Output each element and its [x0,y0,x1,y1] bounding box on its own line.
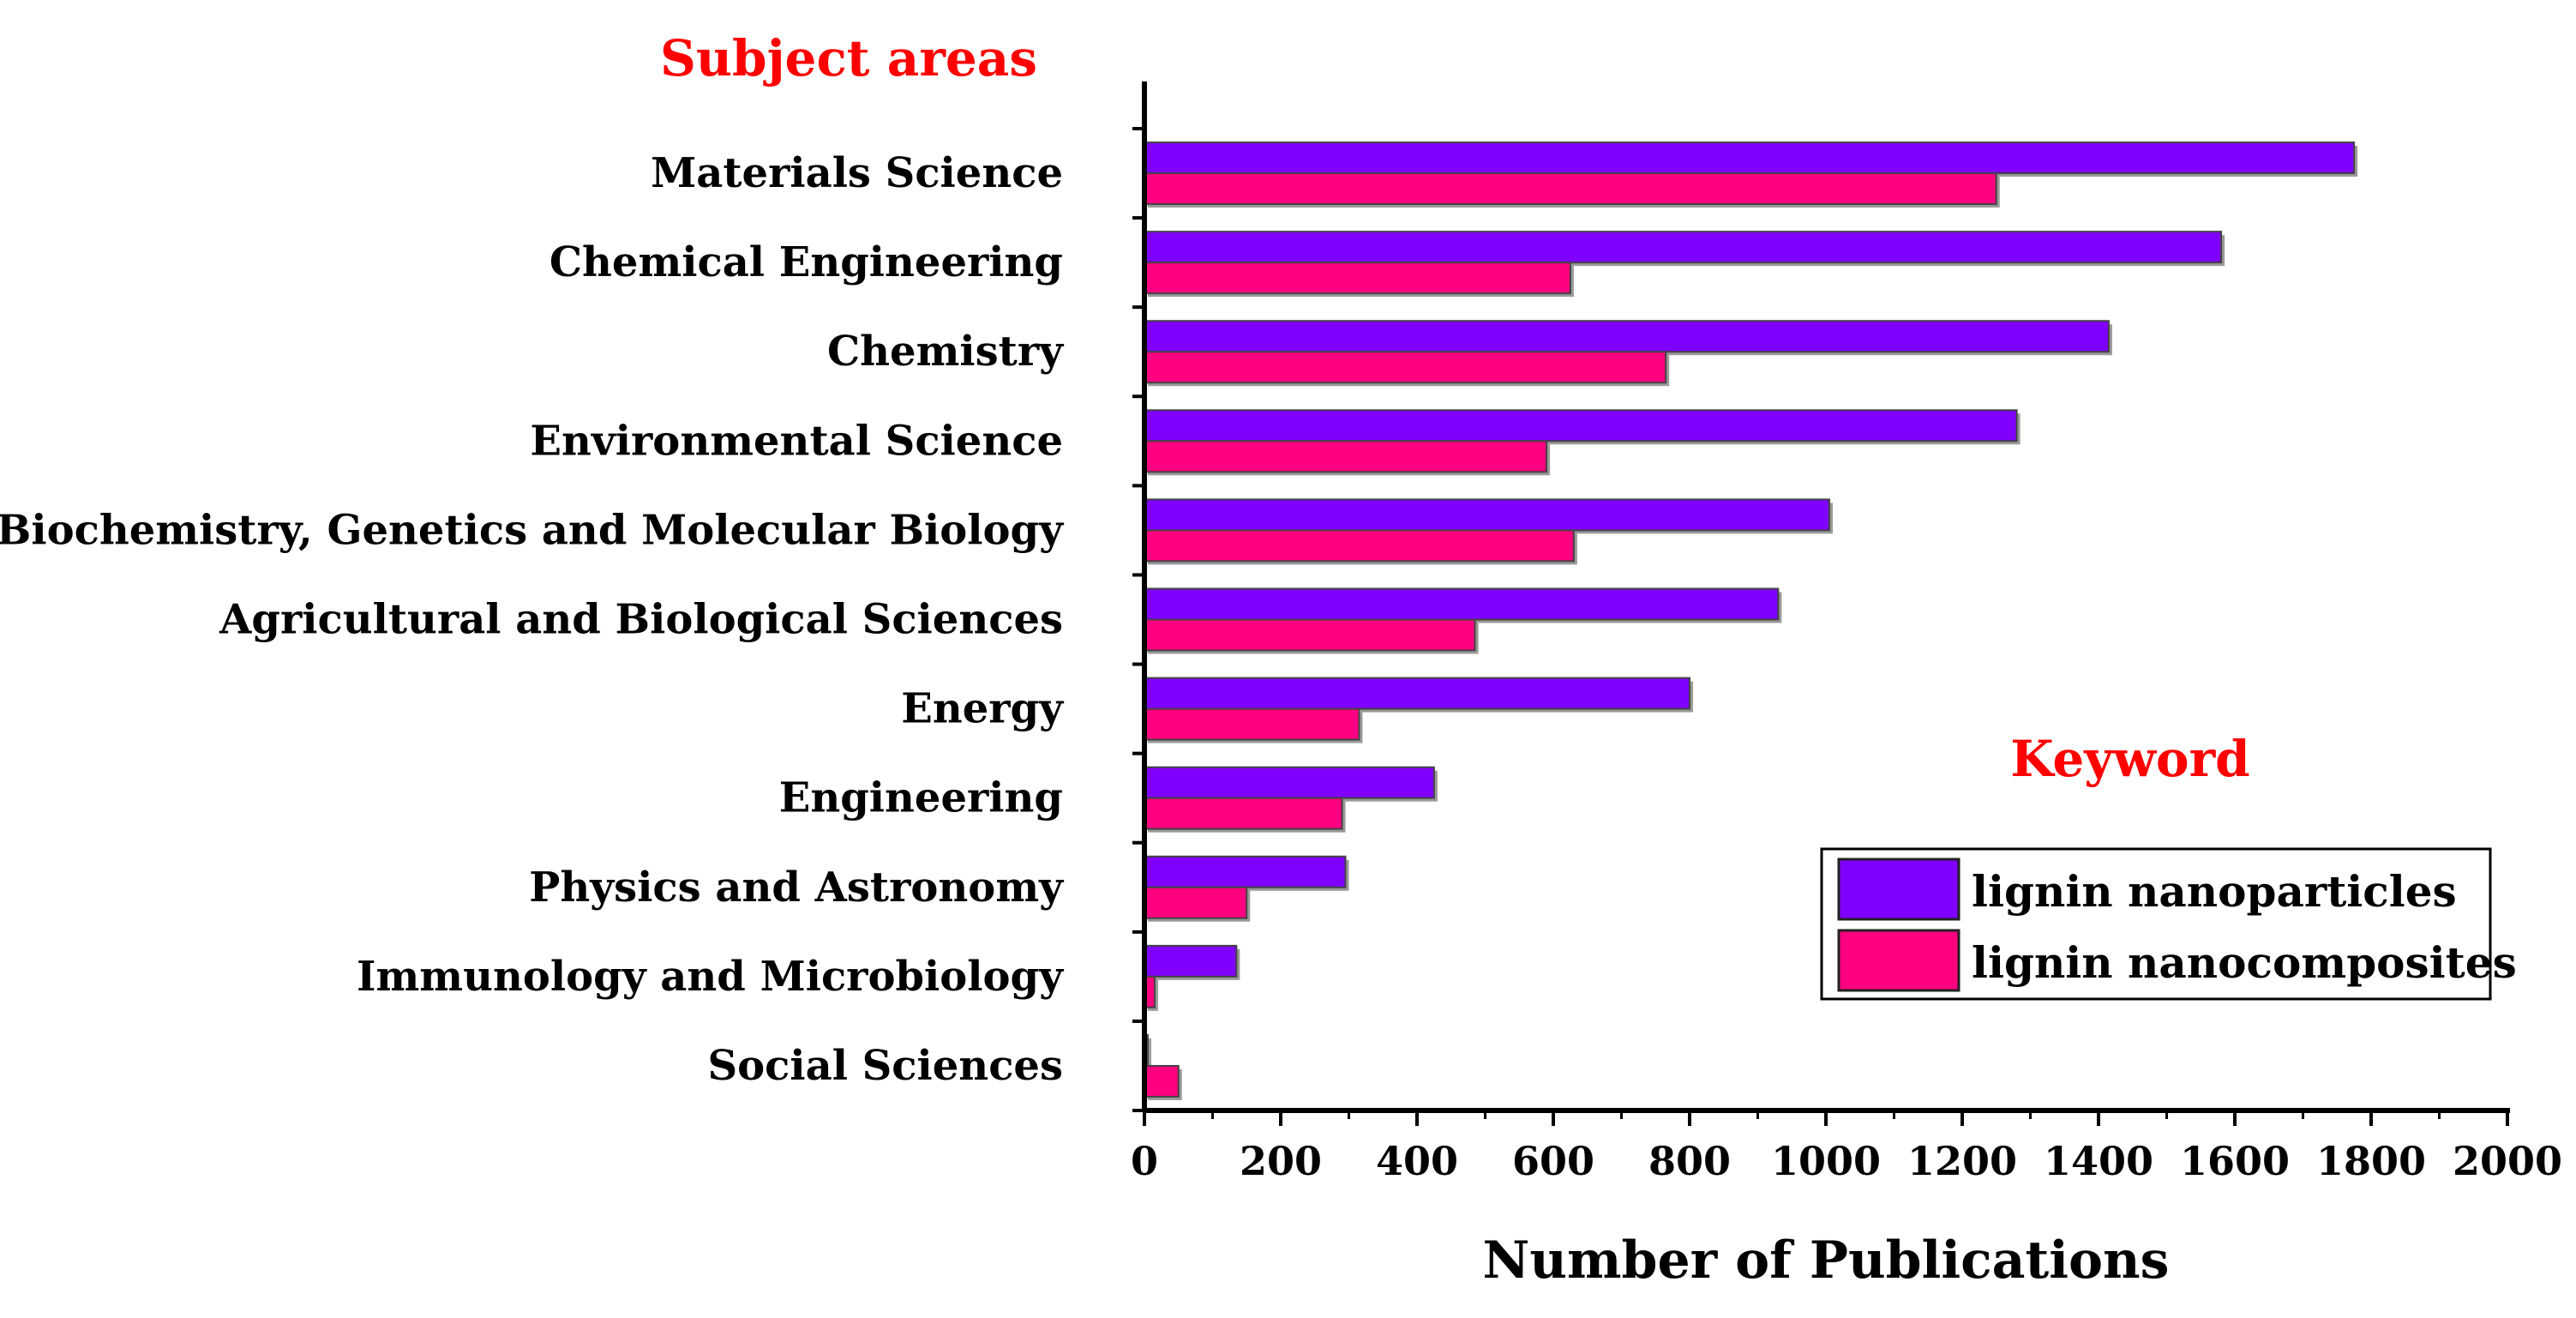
bar-nanoparticles [1144,677,1690,710]
category-label: Materials Science [651,149,1063,197]
bar-nanocomposites [1144,351,1667,384]
x-tick-label: 2000 [2453,1138,2562,1184]
bar-nanocomposites [1144,707,1360,741]
legend-swatch-nanocomposites [1837,929,1961,992]
x-tick-labels: 0 200 400 600 800 1000 1200 1400 1600 1800 2000 [1131,1138,2562,1184]
x-tick-label: 600 [1512,1138,1594,1184]
x-tick-label: 0 [1131,1138,1158,1184]
bar-nanoparticles [1144,231,2223,264]
x-tick-label: 400 [1376,1138,1458,1184]
bar-nanoparticles [1144,498,1830,532]
bar-nanoparticles [1144,944,1238,978]
bar-nanocomposites [1144,440,1548,473]
category-label: Chemical Engineering [549,238,1063,286]
axes [1132,81,2510,1126]
x-tick-label: 200 [1240,1138,1322,1184]
bar-shadow [1148,1038,1151,1069]
category-label: Energy [901,685,1065,733]
category-label: Social Sciences [707,1042,1063,1090]
bar-nanocomposites [1144,797,1343,830]
bar-nanocomposites [1144,172,1997,206]
bar-nanocomposites [1144,262,1571,295]
bar-nanocomposites [1144,886,1248,919]
legend-label-nanoparticles: lignin nanoparticles [1972,866,2457,917]
category-label: Chemistry [827,328,1065,376]
legend-swatch-nanoparticles [1837,858,1961,921]
bar-nanocomposites [1144,529,1575,563]
x-tick-label: 800 [1648,1138,1731,1184]
bar-nanocomposites [1144,1064,1180,1098]
x-tick-label: 1000 [1771,1138,1881,1184]
bar-nanoparticles [1144,320,2110,353]
bar-nanoparticles [1144,409,2018,442]
category-label: Biochemistry, Genetics and Molecular Bio… [0,506,1065,554]
legend-label-nanocomposites: lignin nanocomposites [1972,937,2517,988]
x-axis-label: Number of Publications [1483,1231,2170,1291]
bars-layer [1144,141,2358,1100]
x-tick-label: 1200 [1907,1138,2017,1184]
bar-nanoparticles [1144,855,1347,888]
bar-nanoparticles [1144,587,1780,621]
category-label: Immunology and Microbiology [357,953,1065,1001]
legend: lignin nanoparticles lignin nanocomposit… [1820,847,2517,1001]
x-tick-label: 1400 [2044,1138,2153,1184]
bar-nanoparticles [1144,766,1435,799]
x-tick-label: 1800 [2316,1138,2426,1184]
subject-areas-heading: Subject areas [660,29,1037,87]
bar-nanocomposites [1144,618,1476,652]
x-tick-label: 1600 [2180,1138,2290,1184]
category-label: Environmental Science [530,417,1063,465]
category-label: Engineering [779,774,1063,822]
category-labels: Materials Science Chemical Engineering Che… [0,149,1065,1090]
category-label: Agricultural and Biological Sciences [219,596,1063,644]
category-label: Physics and Astronomy [529,864,1065,912]
legend-title: Keyword [2010,730,2249,788]
bar-nanoparticles [1144,141,2356,175]
